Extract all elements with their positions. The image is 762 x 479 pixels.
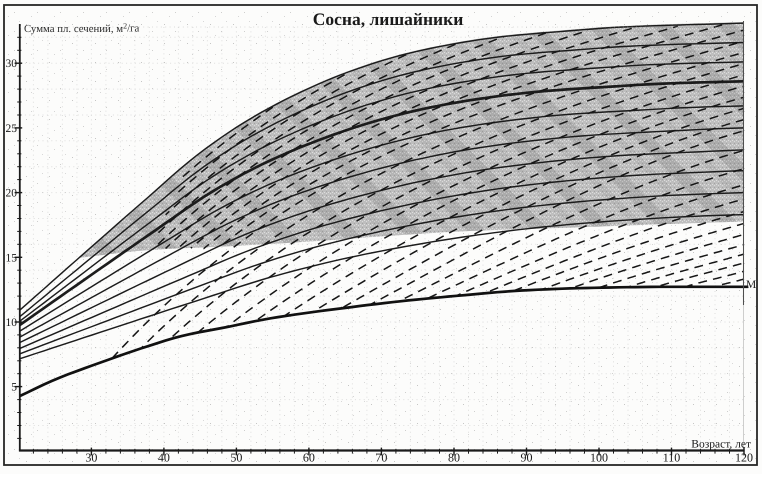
svg-text:60: 60 <box>303 451 315 465</box>
svg-text:15: 15 <box>6 252 18 264</box>
svg-text:30: 30 <box>85 451 97 465</box>
svg-text:25: 25 <box>6 123 18 135</box>
svg-text:5: 5 <box>11 382 17 394</box>
svg-text:80: 80 <box>448 451 460 465</box>
svg-text:100: 100 <box>590 451 608 465</box>
svg-text:50: 50 <box>230 451 242 465</box>
svg-text:Возраст, лет: Возраст, лет <box>691 439 751 451</box>
svg-text:М: М <box>746 279 756 291</box>
svg-text:Сумма пл. сечений, м2/га: Сумма пл. сечений, м2/га <box>24 22 140 36</box>
svg-text:110: 110 <box>663 451 681 465</box>
svg-text:20: 20 <box>6 188 18 200</box>
svg-text:40: 40 <box>158 451 170 465</box>
svg-text:90: 90 <box>521 451 533 465</box>
svg-text:70: 70 <box>375 451 387 465</box>
svg-text:10: 10 <box>6 317 18 329</box>
svg-text:Сосна, лишайники: Сосна, лишайники <box>313 9 464 29</box>
svg-text:30: 30 <box>6 58 18 70</box>
svg-text:120: 120 <box>735 451 753 465</box>
